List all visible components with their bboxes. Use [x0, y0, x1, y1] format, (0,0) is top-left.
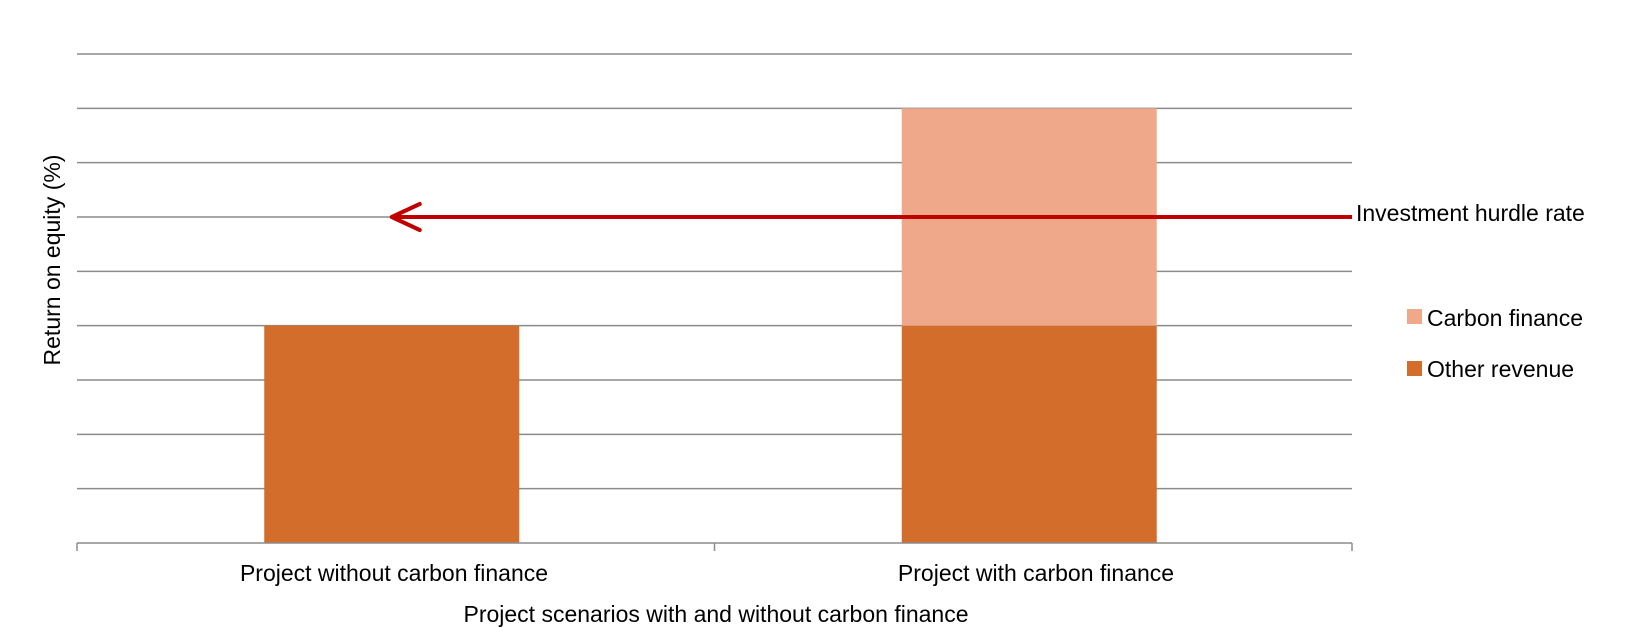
- legend: Carbon finance Other revenue: [1407, 305, 1583, 382]
- y-axis-title: Return on equity (%): [39, 155, 65, 366]
- legend-label-other-revenue: Other revenue: [1427, 356, 1574, 382]
- x-axis-title: Project scenarios with and without carbo…: [463, 601, 968, 627]
- legend-swatch-carbon-finance: [1407, 309, 1422, 324]
- hurdle-rate-annotation: [389, 202, 1352, 232]
- x-axis: [76, 542, 1353, 551]
- x-tick-label: Project with carbon finance: [898, 560, 1174, 586]
- hurdle-rate-arrowhead: [389, 202, 422, 232]
- bar-other-revenue: [264, 325, 520, 543]
- bar-other-revenue: [901, 325, 1157, 543]
- legend-label-carbon-finance: Carbon finance: [1427, 305, 1583, 331]
- x-tick-labels: Project without carbon finance Project w…: [240, 560, 1174, 586]
- hurdle-rate-label: Investment hurdle rate: [1356, 200, 1585, 226]
- x-tick-label: Project without carbon finance: [240, 560, 548, 586]
- legend-swatch-other-revenue: [1407, 361, 1422, 376]
